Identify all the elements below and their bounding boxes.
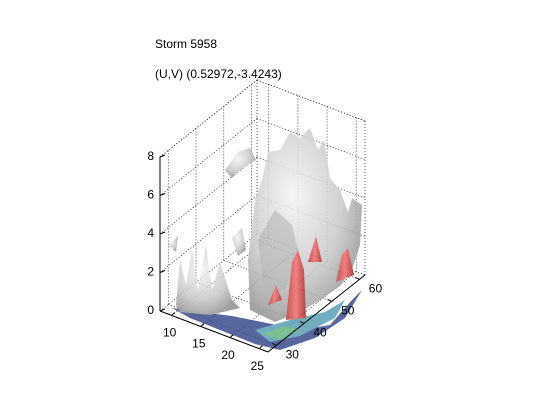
x-tick: [258, 345, 263, 350]
isosurfaces: [168, 128, 362, 350]
surface: [258, 210, 300, 300]
x-tick: [229, 334, 234, 338]
surface-core: [336, 248, 354, 282]
surface: [225, 148, 256, 178]
y-tick: [272, 342, 277, 346]
x-tick-label: 20: [221, 348, 235, 362]
z-tick-label: 0: [147, 303, 154, 317]
y-tick: [299, 320, 305, 324]
y-tick-label: 60: [369, 282, 383, 296]
x-tick-label: 10: [163, 326, 177, 340]
surface-core: [286, 250, 306, 320]
y-tick-label: 40: [313, 326, 327, 340]
x-tick-label: 15: [192, 337, 206, 351]
x-tick-label: 25: [251, 359, 265, 373]
z-tick-label: 6: [147, 188, 154, 202]
grid-line: [159, 79, 258, 158]
x-axis: [159, 310, 269, 353]
surface-core: [268, 285, 282, 305]
surface-core: [308, 236, 322, 262]
surface: [176, 245, 240, 315]
surface: [168, 236, 178, 252]
x-tick: [171, 312, 176, 316]
grid-line: [159, 156, 258, 235]
base-surface: [262, 326, 300, 340]
z-tick: [159, 308, 166, 312]
y-tick: [327, 298, 332, 302]
y-tick-label: 30: [286, 348, 300, 362]
z-tick: [159, 193, 166, 196]
surface: [232, 228, 246, 256]
z-tick-label: 4: [147, 226, 154, 240]
z-tick: [159, 270, 166, 273]
y-tick: [355, 276, 360, 280]
y-tick-label: 50: [341, 304, 355, 318]
base-surface: [172, 290, 362, 350]
chart-title: Storm 5958: [155, 37, 217, 51]
z-tick: [159, 231, 166, 235]
z-tick-label: 8: [147, 149, 154, 163]
z-tick: [159, 154, 166, 158]
x-tick: [200, 323, 205, 327]
z-tick-label: 2: [147, 265, 154, 279]
chart-subtitle: (U,V) (0.52972,-3.4243): [155, 67, 282, 81]
grid-line: [256, 79, 366, 122]
y-axis: [267, 274, 366, 353]
